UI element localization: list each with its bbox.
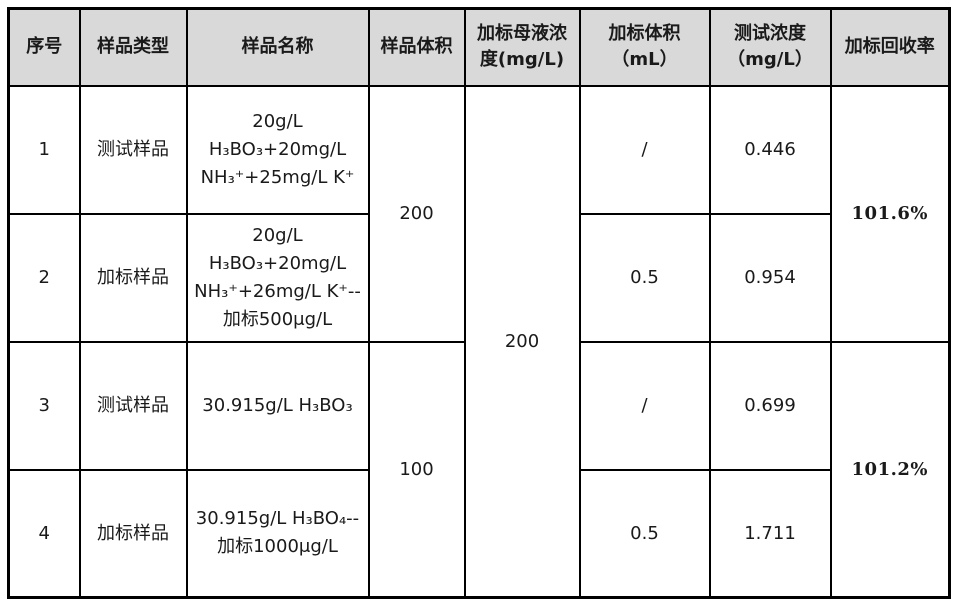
cell-test-concentration: 0.699 <box>708 340 832 471</box>
cell-serial: 3 <box>7 340 81 471</box>
col-header-test-concentration: 测试浓度 （mg/L） <box>708 7 832 87</box>
spike-recovery-table: 序号 样品类型 样品名称 样品体积 加标母液浓 度(mg/L) 加标体积 （mL… <box>7 7 951 599</box>
table-row: 2 加标样品 20g/L H₃BO₃+20mg/L NH₃⁺+26mg/L K⁺… <box>7 212 950 343</box>
header-line: （mL） <box>611 49 678 71</box>
cell-sample-type: 加标样品 <box>78 212 188 343</box>
cell-test-concentration: 0.446 <box>708 84 832 215</box>
header-line: 测试浓度 <box>734 23 806 45</box>
col-header-stock-concentration: 加标母液浓 度(mg/L) <box>463 7 581 87</box>
cell-sample-type: 加标样品 <box>78 468 188 599</box>
cell-serial: 1 <box>7 84 81 215</box>
header-row: 序号 样品类型 样品名称 样品体积 加标母液浓 度(mg/L) 加标体积 （mL… <box>7 7 951 87</box>
cell-spike-volume: 0.5 <box>578 212 711 343</box>
cell-serial: 4 <box>7 468 81 599</box>
table-row: 4 加标样品 30.915g/L H₃BO₄-- 加标1000μg/L 0.5 … <box>7 468 950 599</box>
sample-name-line: NH₃⁺+26mg/L K⁺-- <box>194 280 361 302</box>
col-header-sample-name: 样品名称 <box>185 7 370 87</box>
sample-name-line: 20g/L <box>252 224 303 246</box>
cell-serial: 2 <box>7 212 81 343</box>
cell-sample-type: 测试样品 <box>78 84 188 215</box>
header-line: 加标体积 <box>608 23 681 45</box>
sample-name-line: 加标500μg/L <box>222 308 333 330</box>
cell-sample-volume-merged: 200 <box>367 84 466 343</box>
header-line: 度(mg/L) <box>479 49 565 71</box>
cell-stock-concentration-merged: 200 <box>463 84 581 599</box>
table-row: 1 测试样品 20g/L H₃BO₃+20mg/L NH₃⁺+25mg/L K⁺… <box>7 84 951 599</box>
cell-sample-volume-merged: 100 <box>367 340 466 599</box>
col-header-recovery-rate: 加标回收率 <box>829 7 951 87</box>
header-line: （mg/L） <box>727 49 813 71</box>
sample-name-line: 30.915g/L H₃BO₃ <box>202 394 353 416</box>
sample-name-line: H₃BO₃+20mg/L <box>208 252 347 274</box>
sample-name-line: NH₃⁺+25mg/L K⁺ <box>200 166 355 188</box>
sample-name-line: 30.915g/L H₃BO₄-- <box>195 508 360 530</box>
col-header-spike-volume: 加标体积 （mL） <box>578 7 711 87</box>
col-header-serial: 序号 <box>7 7 81 87</box>
cell-sample-type: 测试样品 <box>78 340 188 471</box>
col-header-sample-type: 样品类型 <box>78 7 188 87</box>
cell-spike-volume: / <box>578 84 711 215</box>
cell-test-concentration: 1.711 <box>708 468 832 599</box>
table-row: 3 测试样品 30.915g/L H₃BO₃ 100 / 0.699 101.2… <box>7 340 951 599</box>
cell-sample-name: 30.915g/L H₃BO₃ <box>185 340 370 471</box>
cell-sample-name: 20g/L H₃BO₃+20mg/L NH₃⁺+26mg/L K⁺-- 加标50… <box>185 212 370 343</box>
cell-recovery-merged: 101.6% <box>829 84 951 343</box>
cell-spike-volume: 0.5 <box>578 468 711 599</box>
cell-sample-name: 20g/L H₃BO₃+20mg/L NH₃⁺+25mg/L K⁺ <box>185 84 370 215</box>
header-line: 加标母液浓 <box>477 23 567 45</box>
cell-recovery-merged: 101.2% <box>829 340 951 599</box>
sample-name-line: 加标1000μg/L <box>217 536 338 558</box>
sample-name-line: H₃BO₃+20mg/L <box>208 138 347 160</box>
cell-spike-volume: / <box>578 340 711 471</box>
col-header-sample-volume: 样品体积 <box>367 7 466 87</box>
sample-name-line: 20g/L <box>252 110 303 132</box>
cell-test-concentration: 0.954 <box>708 212 832 343</box>
cell-sample-name: 30.915g/L H₃BO₄-- 加标1000μg/L <box>185 468 370 599</box>
